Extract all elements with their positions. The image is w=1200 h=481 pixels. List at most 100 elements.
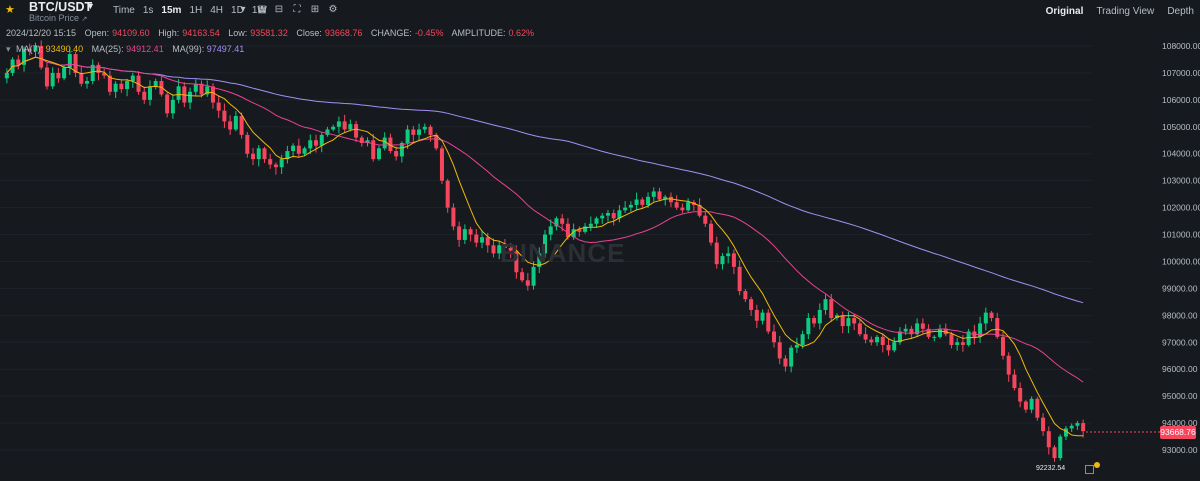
change-label: CHANGE: [370,28,412,38]
close-value: 93668.76 [324,28,363,38]
candle-up [817,309,822,324]
candle-down [1000,336,1005,356]
export-icon[interactable] [1085,465,1094,474]
candle-up [176,86,181,100]
candle-down [445,180,450,208]
price-tick-label: 96000.00 [1162,364,1198,374]
favorite-star-icon[interactable]: ★ [5,4,15,16]
candle-down [657,191,662,200]
candle-down [27,48,32,52]
candle-up [62,67,67,79]
candle-down [743,291,748,300]
candle-down [960,342,965,345]
candle-down [388,137,393,152]
candle-up [462,229,467,240]
candle-down [674,202,679,208]
candle-up [617,210,622,219]
candle-down [731,253,736,267]
candle-down [514,250,519,273]
interval-1w[interactable]: 1W [251,5,267,16]
high-value: 94163.54 [182,28,220,38]
candle-up [806,318,811,335]
candle-down [909,328,914,335]
candle-down [262,148,267,160]
indicator-icon[interactable]: ▦ [257,4,267,15]
candle-up [892,342,897,351]
candle-up [348,124,353,130]
candle-down [79,72,84,84]
candle-down [577,229,582,232]
candle-down [640,199,645,205]
candle-down [491,245,496,254]
interval-1s[interactable]: 1s [142,5,154,16]
candle-up [33,46,38,52]
grid-icon[interactable]: ⊞ [310,4,320,15]
candle-datetime: 2024/12/20 15:15 [6,28,77,38]
candle-down [165,94,170,114]
interval-1d[interactable]: 1D [231,5,244,16]
candle-down [995,318,1000,337]
candle-down [354,124,359,138]
candle-up [405,129,410,143]
candle-up [153,81,158,87]
tab-trading-view[interactable]: Trading View [1096,6,1155,17]
candle-up [760,312,765,321]
ma7-value: 93490.40 [45,44,84,54]
candle-down [245,134,250,154]
interval-4h[interactable]: 4H [210,5,224,16]
symbol-selector[interactable]: BTC/USDT [29,0,93,14]
candle-up [537,253,542,267]
chevron-down-icon[interactable]: ▼ [86,1,95,11]
candle-up [583,226,588,232]
interval-1h[interactable]: 1H [189,5,203,16]
ma25-line [6,56,1084,383]
change-value: -0.45% [414,28,444,38]
candle-down [142,91,147,100]
candle-down [228,121,233,130]
candle-down [73,54,78,73]
candle-up [588,223,593,227]
ma7-label: MA(7): [16,44,44,54]
candle-up [800,334,805,345]
candle-down [771,331,776,343]
candle-down [371,140,376,160]
candle-down [880,336,885,345]
candle-down [1018,388,1023,402]
candle-up [480,237,485,243]
candle-up [302,148,307,154]
candle-down [39,46,44,68]
price-tick-label: 101000.00 [1162,230,1200,240]
candle-up [291,145,296,152]
candle-down [709,223,714,243]
ma-legend[interactable]: ▾ MA(7): 93490.40 MA(25): 94912.41 MA(99… [6,44,250,55]
candle-down [949,334,954,345]
fullscreen-icon[interactable]: ⛶ [293,4,301,15]
symbol-subtitle[interactable]: Bitcoin Price ↗ [29,13,88,23]
collapse-caret-icon[interactable]: ▾ [6,44,11,54]
price-tick-label: 107000.00 [1162,68,1200,78]
candle-down [508,248,513,251]
candle-up [193,83,198,92]
tab-depth[interactable]: Depth [1167,6,1194,17]
interval-15m[interactable]: 15m [161,5,182,16]
candle-down [766,312,771,332]
settings-icon[interactable]: ⚙ [328,4,338,15]
tab-original[interactable]: Original [1045,6,1084,17]
candle-up [308,140,313,149]
candle-up [846,318,851,327]
candle-up [720,256,725,265]
ma99-label: MA(99): [172,44,205,54]
open-value: 94109.60 [112,28,150,38]
layout-icon[interactable]: ⊟ [274,4,284,15]
interval-time[interactable]: Time [113,5,135,16]
candle-down [199,83,204,95]
candle-down [754,309,759,321]
candle-up [285,151,290,160]
candle-up [823,299,828,310]
candle-up [376,148,381,160]
candle-up [600,215,605,219]
dropdown-icon[interactable]: ▾ [240,4,246,15]
candle-up [382,137,387,149]
candle-down [989,312,994,319]
